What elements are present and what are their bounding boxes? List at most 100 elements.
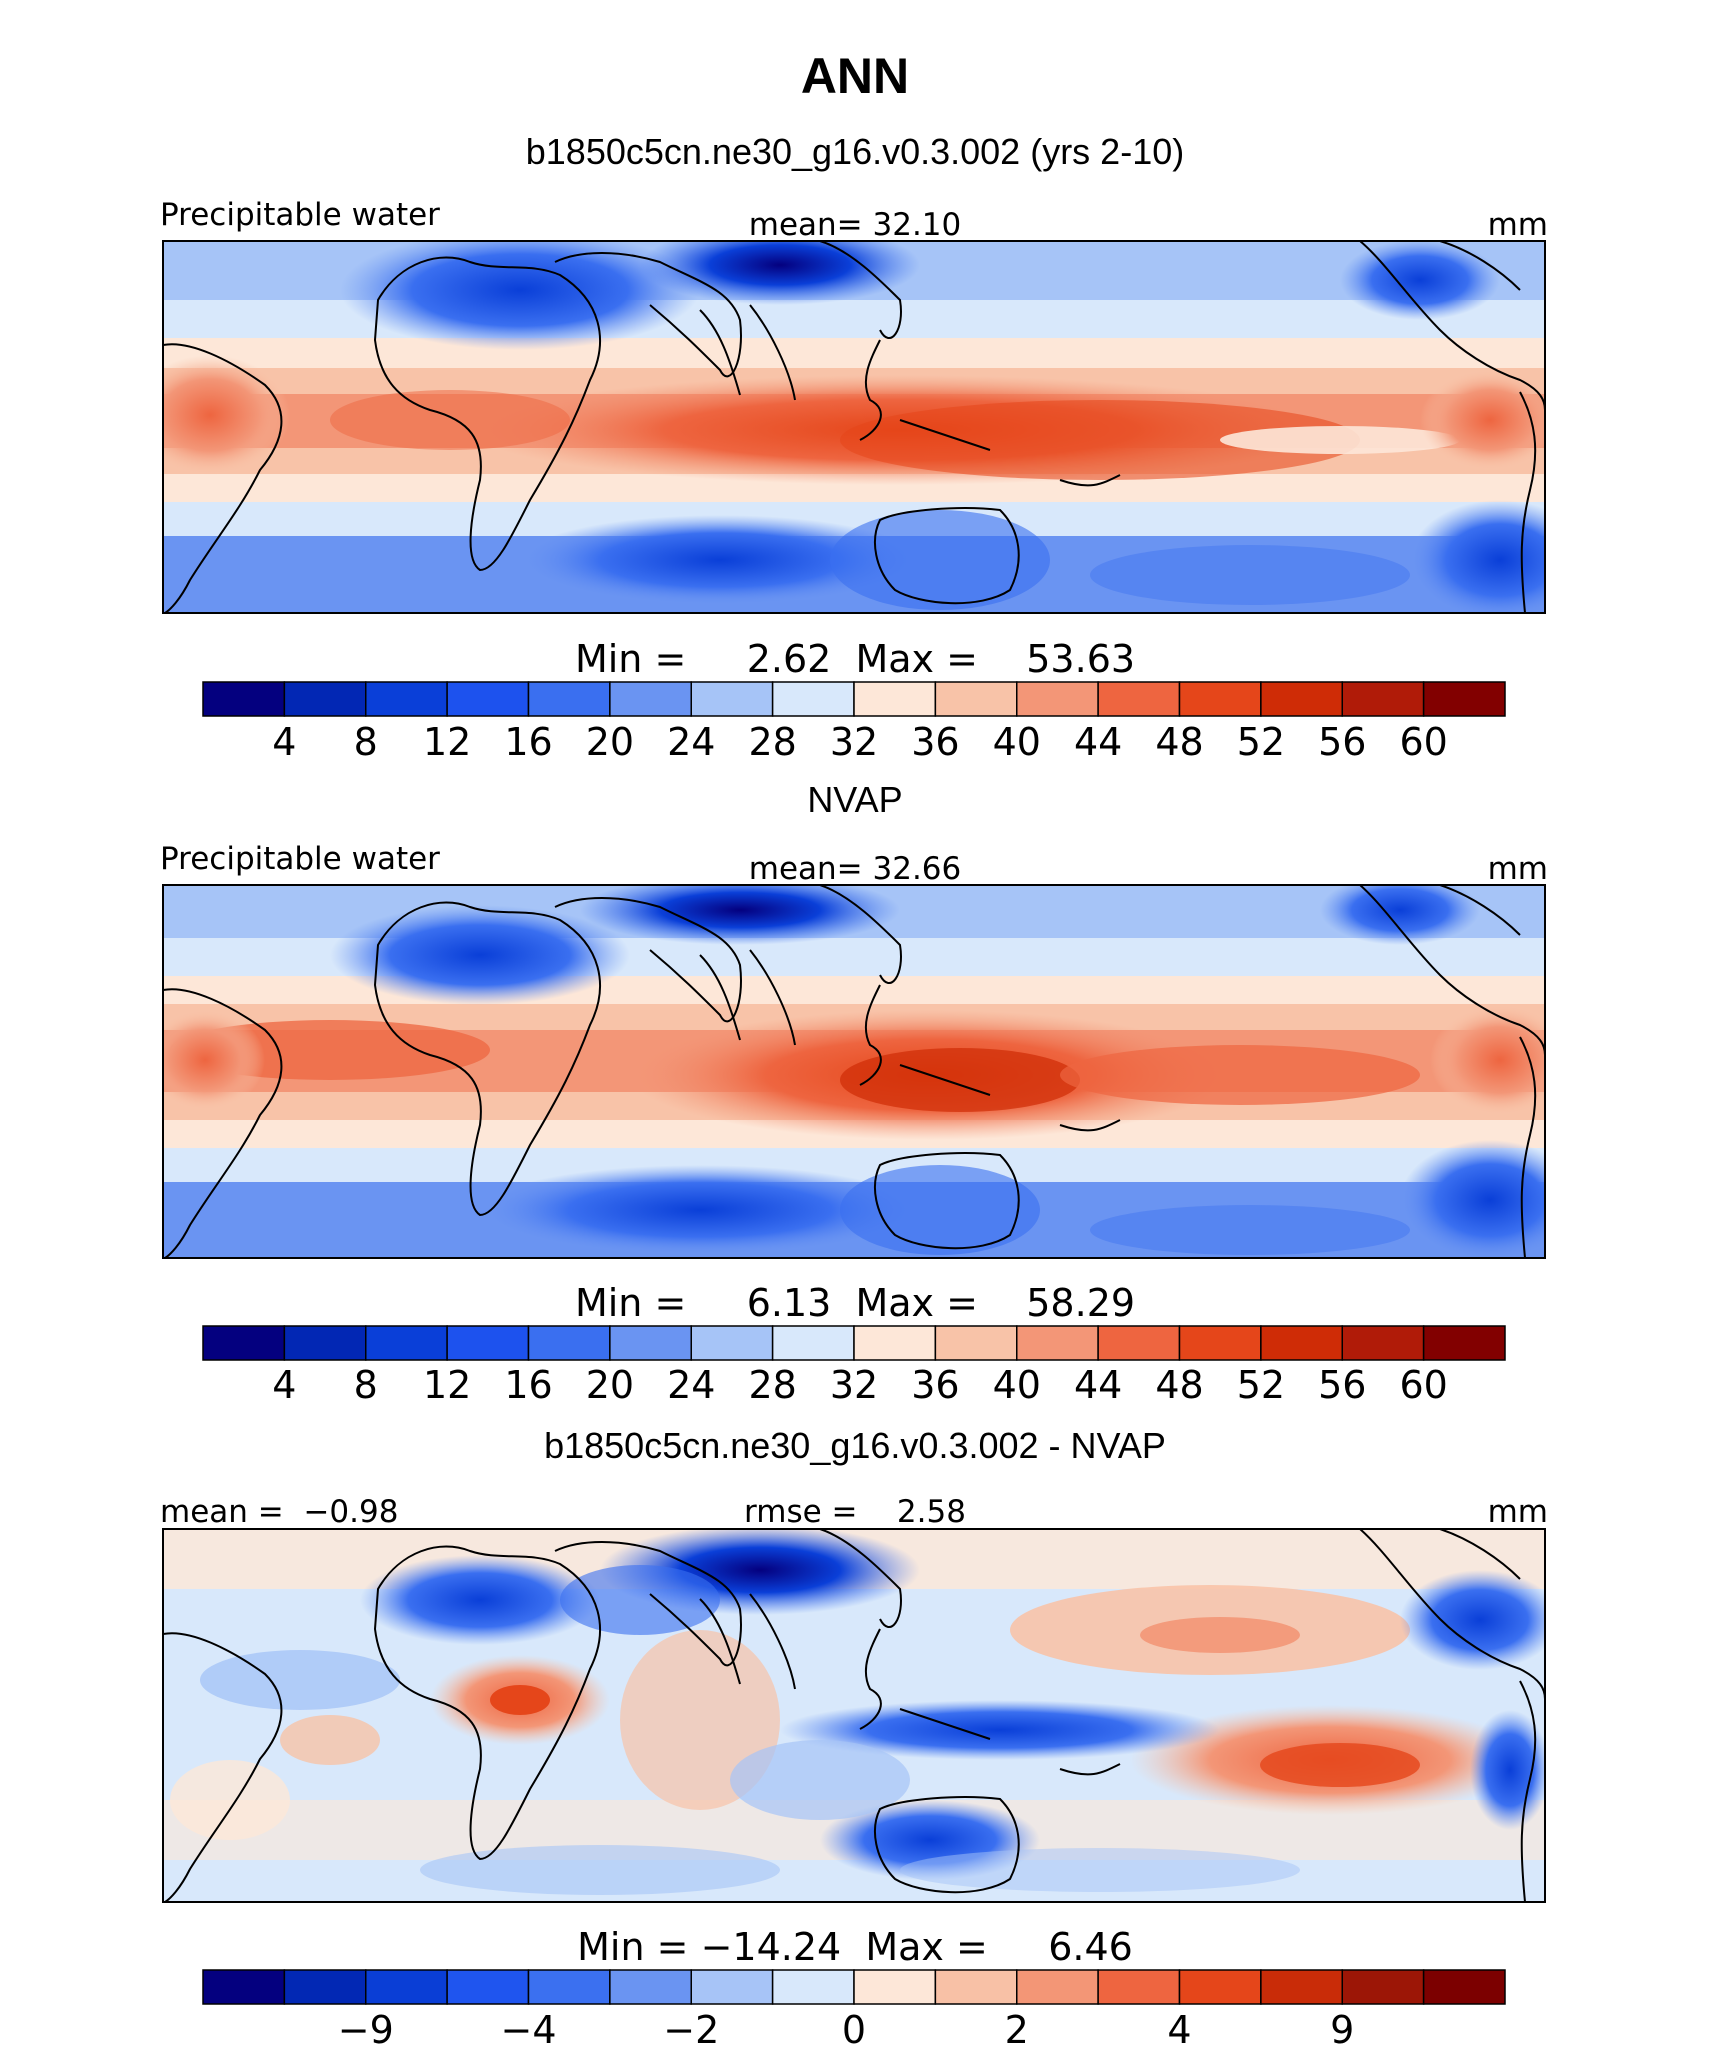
colorbar-tick-label: 56	[1318, 720, 1366, 764]
colorbar-swatch	[1016, 1325, 1099, 1361]
units-label: mm	[1488, 851, 1548, 887]
colorbar-swatch	[283, 1325, 367, 1361]
colorbar-swatch	[690, 1969, 774, 2005]
colorbar-tick-label: 8	[354, 720, 378, 764]
colorbar-tick-label: 12	[423, 720, 471, 764]
colorbar-tick-label: −9	[338, 2008, 394, 2051]
panel-observations: NVAP Precipitable water mean= 32.66 mm	[160, 779, 1548, 1407]
colorbar-tick-label: 28	[748, 1363, 796, 1407]
map-frame	[162, 1528, 1546, 1903]
colorbar-tick-label: 40	[993, 720, 1041, 764]
colorbar-swatch	[853, 1969, 937, 2005]
coastline	[163, 1529, 1545, 1902]
colorbar-swatch	[1422, 1325, 1506, 1361]
colorbar-swatch	[1422, 681, 1506, 717]
colorbar-tick-label: −2	[663, 2008, 719, 2051]
colorbar-tick-label: 20	[586, 720, 634, 764]
colorbar-swatch	[1422, 1969, 1506, 2005]
mean-label: mean= 32.10	[749, 207, 962, 243]
map-frame	[162, 884, 1546, 1259]
colorbar-tick-label: 24	[667, 1363, 715, 1407]
colorbar: 4 8 12 16 20 24 28 32 36 40 44 48 52 56 60	[202, 1325, 1506, 1407]
colorbar-swatch	[934, 681, 1018, 717]
panel-subtitle: b1850c5cn.ne30_g16.v0.3.002 - NVAP	[544, 1425, 1166, 1466]
colorbar-swatch	[771, 1969, 855, 2005]
units-label: mm	[1488, 1494, 1548, 1530]
colorbar-swatch	[1016, 1969, 1099, 2005]
minmax-label: Min = 6.13 Max = 58.29	[575, 1281, 1135, 1325]
units-label: mm	[1488, 207, 1548, 243]
colorbar-tick-label: 12	[423, 1363, 471, 1407]
colorbar-swatch	[609, 681, 692, 717]
colorbar-swatch	[690, 681, 774, 717]
colorbar-swatch	[1260, 681, 1343, 717]
colorbar-tick-label: 28	[748, 720, 796, 764]
colorbar-tick-label: 4	[1167, 2008, 1191, 2051]
colorbar-swatch	[771, 681, 855, 717]
colorbar-tick-label: 60	[1399, 720, 1447, 764]
colorbar-tick-label: −4	[500, 2008, 556, 2051]
colorbar-swatch	[446, 1325, 530, 1361]
colorbar-swatch	[527, 681, 611, 717]
colorbar-swatch	[1260, 1325, 1343, 1361]
colorbar-tick-label: 44	[1074, 720, 1122, 764]
colorbar-swatch	[527, 1325, 611, 1361]
colorbar-tick-label: 52	[1237, 1363, 1285, 1407]
colorbar: −9 −4 −2 0 2 4 9	[202, 1969, 1506, 2051]
colorbar-swatch	[1178, 1969, 1262, 2005]
coastline	[163, 241, 1545, 613]
map-frame	[162, 240, 1546, 614]
map-field	[163, 885, 1545, 1258]
colorbar-swatch	[202, 1969, 286, 2005]
colorbar-swatch	[1097, 1325, 1181, 1361]
panel-difference: b1850c5cn.ne30_g16.v0.3.002 - NVAP mean …	[160, 1425, 1548, 2051]
map-field	[163, 1529, 1545, 1902]
colorbar-tick-label: 56	[1318, 1363, 1366, 1407]
mean-label: mean= 32.66	[749, 851, 962, 887]
rmse-label: rmse = 2.58	[744, 1494, 966, 1530]
colorbar-tick-label: 40	[993, 1363, 1041, 1407]
colorbar-swatch	[1097, 1969, 1181, 2005]
colorbar-swatch	[202, 1325, 286, 1361]
colorbar-tick-label: 16	[504, 1363, 552, 1407]
colorbar-swatch	[283, 1969, 367, 2005]
minmax-label: Min = −14.24 Max = 6.46	[577, 1925, 1133, 1969]
colorbar-swatch	[1097, 681, 1181, 717]
colorbar-swatch	[853, 1325, 937, 1361]
colorbar-swatch	[1341, 1325, 1425, 1361]
colorbar-tick-label: 24	[667, 720, 715, 764]
colorbar-tick-label: 32	[830, 720, 878, 764]
colorbar-swatch	[202, 681, 286, 717]
colorbar-swatch	[1016, 681, 1099, 717]
colorbar-tick-label: 2	[1005, 2008, 1029, 2051]
colorbar-tick-label: 20	[586, 1363, 634, 1407]
mean-label: mean = −0.98	[160, 1494, 398, 1530]
colorbar-tick-label: 4	[272, 720, 296, 764]
colorbar-tick-label: 44	[1074, 1363, 1122, 1407]
colorbar-swatch	[365, 1325, 448, 1361]
coastline	[163, 885, 1545, 1258]
colorbar-swatch	[1178, 1325, 1262, 1361]
figure-title: ANN	[801, 48, 909, 104]
colorbar-swatch	[609, 1969, 692, 2005]
colorbar-tick-label: 48	[1155, 1363, 1203, 1407]
colorbar-swatch	[446, 1969, 530, 2005]
colorbar-tick-label: 32	[830, 1363, 878, 1407]
panel-subtitle: b1850c5cn.ne30_g16.v0.3.002 (yrs 2-10)	[526, 131, 1184, 172]
colorbar-swatch	[609, 1325, 692, 1361]
colorbar-swatch	[934, 1325, 1018, 1361]
minmax-label: Min = 2.62 Max = 53.63	[575, 637, 1135, 681]
colorbar-swatch	[853, 681, 937, 717]
colorbar-tick-label: 0	[842, 2008, 866, 2051]
colorbar-tick-label: 8	[354, 1363, 378, 1407]
map-field	[163, 241, 1545, 613]
colorbar-swatch	[1341, 681, 1425, 717]
panel-model: b1850c5cn.ne30_g16.v0.3.002 (yrs 2-10) P…	[160, 131, 1548, 764]
colorbar-swatch	[934, 1969, 1018, 2005]
panel-subtitle: NVAP	[807, 779, 902, 820]
colorbar-swatch	[1341, 1969, 1425, 2005]
colorbar-swatch	[365, 1969, 448, 2005]
colorbar: 4 8 12 16 20 24 28 32 36 40 44 48 52 56 60	[202, 681, 1506, 764]
colorbar-swatch	[771, 1325, 855, 1361]
